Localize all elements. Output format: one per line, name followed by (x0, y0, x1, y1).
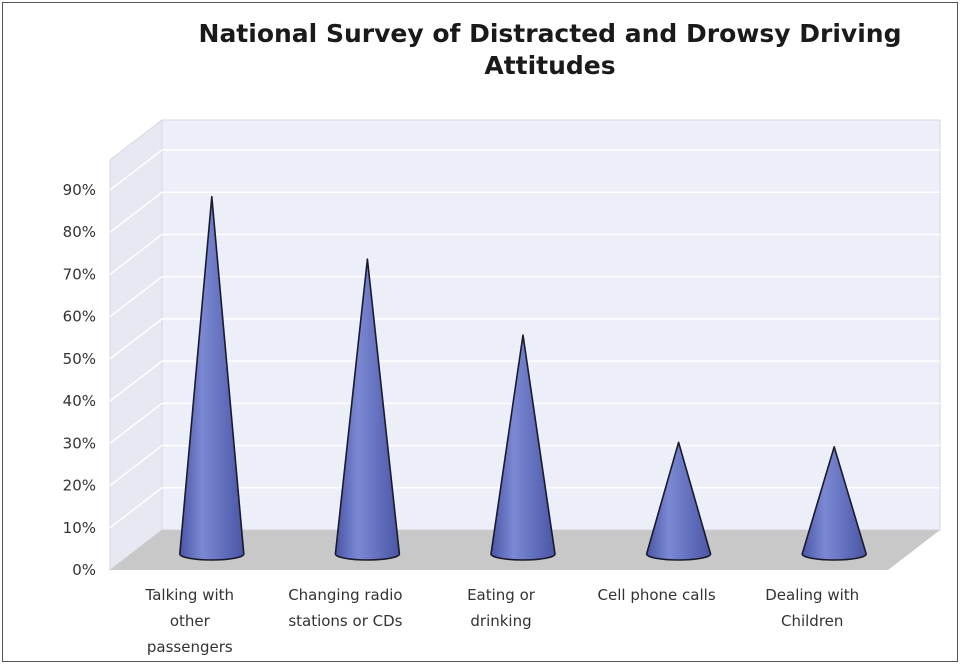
category-label: Cell phone calls (598, 586, 716, 604)
y-tick-label: 50% (63, 350, 96, 368)
cone (801, 446, 867, 561)
gridline-side (109, 487, 163, 529)
y-tick-label: 0% (72, 561, 96, 579)
gridline-side (109, 318, 163, 360)
gridline-side (109, 402, 163, 444)
cone (645, 441, 712, 561)
cone-body (179, 195, 245, 561)
category-label: stations or CDs (288, 612, 402, 630)
y-tick-label: 70% (63, 265, 96, 283)
gridline-side (109, 191, 163, 233)
chart-title: National Survey of Distracted and Drowsy… (150, 18, 950, 82)
category-label: Children (781, 612, 843, 630)
gridline-side (109, 149, 163, 191)
y-tick-label: 10% (63, 519, 96, 537)
y-tick-label: 90% (63, 181, 96, 199)
category-label: other (170, 612, 211, 630)
y-tick-label: 40% (63, 392, 96, 410)
y-tick-label: 80% (63, 223, 96, 241)
cone (334, 258, 401, 561)
category-label: Eating or (467, 586, 536, 604)
chart-title-line: Attitudes (484, 51, 616, 80)
category-label: Changing radio (288, 586, 402, 604)
cone-body (490, 334, 556, 561)
gridline-side (109, 276, 163, 318)
category-label: drinking (470, 612, 531, 630)
cone (490, 334, 556, 561)
gridline-side (109, 360, 163, 402)
back-wall (161, 119, 941, 531)
category-label: Talking with (145, 586, 235, 604)
y-tick-label: 30% (63, 434, 96, 452)
chart-title-line: National Survey of Distracted and Drowsy… (198, 19, 902, 48)
category-label: passengers (147, 638, 233, 656)
y-tick-label: 60% (63, 308, 96, 326)
cone-body (801, 446, 867, 561)
side-wall (109, 118, 163, 572)
category-label: Dealing with (765, 586, 859, 604)
y-tick-label: 20% (63, 477, 96, 495)
cone-body (645, 441, 712, 561)
cone-body (334, 258, 401, 561)
cone (179, 195, 245, 561)
gridline-side (109, 444, 163, 487)
gridline-side (109, 233, 163, 276)
